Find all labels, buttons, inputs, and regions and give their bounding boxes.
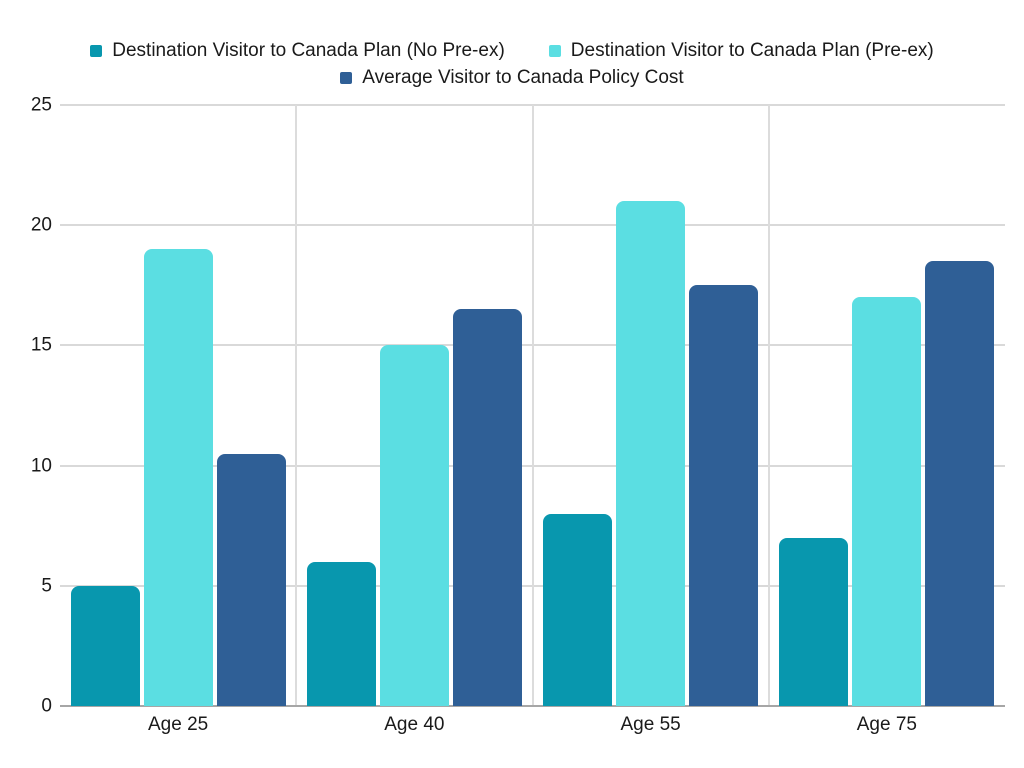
y-tick-label: 25 bbox=[30, 94, 52, 116]
bar bbox=[689, 285, 759, 706]
category-separator bbox=[531, 105, 534, 706]
legend-item: Average Visitor to Canada Policy Cost bbox=[340, 65, 684, 91]
y-tick-label: 20 bbox=[30, 214, 52, 236]
legend-item-label: Average Visitor to Canada Policy Cost bbox=[362, 67, 684, 88]
y-tick-label: 0 bbox=[41, 695, 52, 717]
y-tick-label: 15 bbox=[30, 334, 52, 356]
legend-item-label: Destination Visitor to Canada Plan (No P… bbox=[112, 40, 505, 61]
bar bbox=[143, 249, 213, 706]
legend-item: Destination Visitor to Canada Plan (No P… bbox=[90, 38, 505, 64]
bar bbox=[452, 309, 522, 706]
x-tick-label: Age 25 bbox=[148, 714, 209, 735]
bar bbox=[779, 537, 849, 706]
x-axis-line bbox=[60, 705, 1005, 707]
bar bbox=[543, 513, 613, 706]
bar bbox=[70, 585, 140, 706]
x-axis: Age 25 Age 40 Age 55 Age 75 bbox=[60, 714, 1005, 736]
y-tick-label: 5 bbox=[41, 575, 52, 597]
legend-swatch-icon bbox=[340, 72, 353, 84]
x-tick-label: Age 55 bbox=[620, 714, 681, 735]
x-tick-label: Age 75 bbox=[856, 714, 917, 735]
bar-group bbox=[296, 105, 532, 706]
category-separator bbox=[767, 105, 770, 706]
bar bbox=[306, 561, 376, 706]
category-separator bbox=[295, 105, 298, 706]
y-tick-label: 10 bbox=[30, 455, 52, 477]
bar bbox=[216, 453, 286, 706]
bar bbox=[925, 261, 995, 706]
legend-item: Destination Visitor to Canada Plan (Pre-… bbox=[548, 38, 934, 64]
bar-group bbox=[60, 105, 296, 706]
plot-area bbox=[60, 104, 1005, 707]
legend-swatch-icon bbox=[90, 45, 103, 57]
bar bbox=[852, 297, 922, 706]
y-axis: 0 5 10 15 20 25 bbox=[0, 96, 52, 716]
bar bbox=[379, 345, 449, 706]
x-tick-label: Age 40 bbox=[384, 714, 445, 735]
bar bbox=[616, 201, 686, 706]
bar-group bbox=[533, 105, 769, 706]
legend: Destination Visitor to Canada Plan (No P… bbox=[40, 38, 984, 91]
legend-item-label: Destination Visitor to Canada Plan (Pre-… bbox=[570, 40, 934, 61]
legend-swatch-icon bbox=[548, 45, 561, 57]
bar-groups bbox=[60, 105, 1005, 706]
bar-group bbox=[769, 105, 1005, 706]
